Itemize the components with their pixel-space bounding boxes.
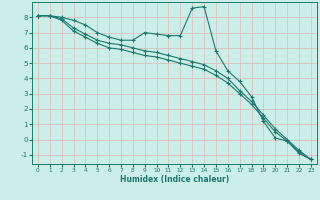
X-axis label: Humidex (Indice chaleur): Humidex (Indice chaleur) <box>120 175 229 184</box>
